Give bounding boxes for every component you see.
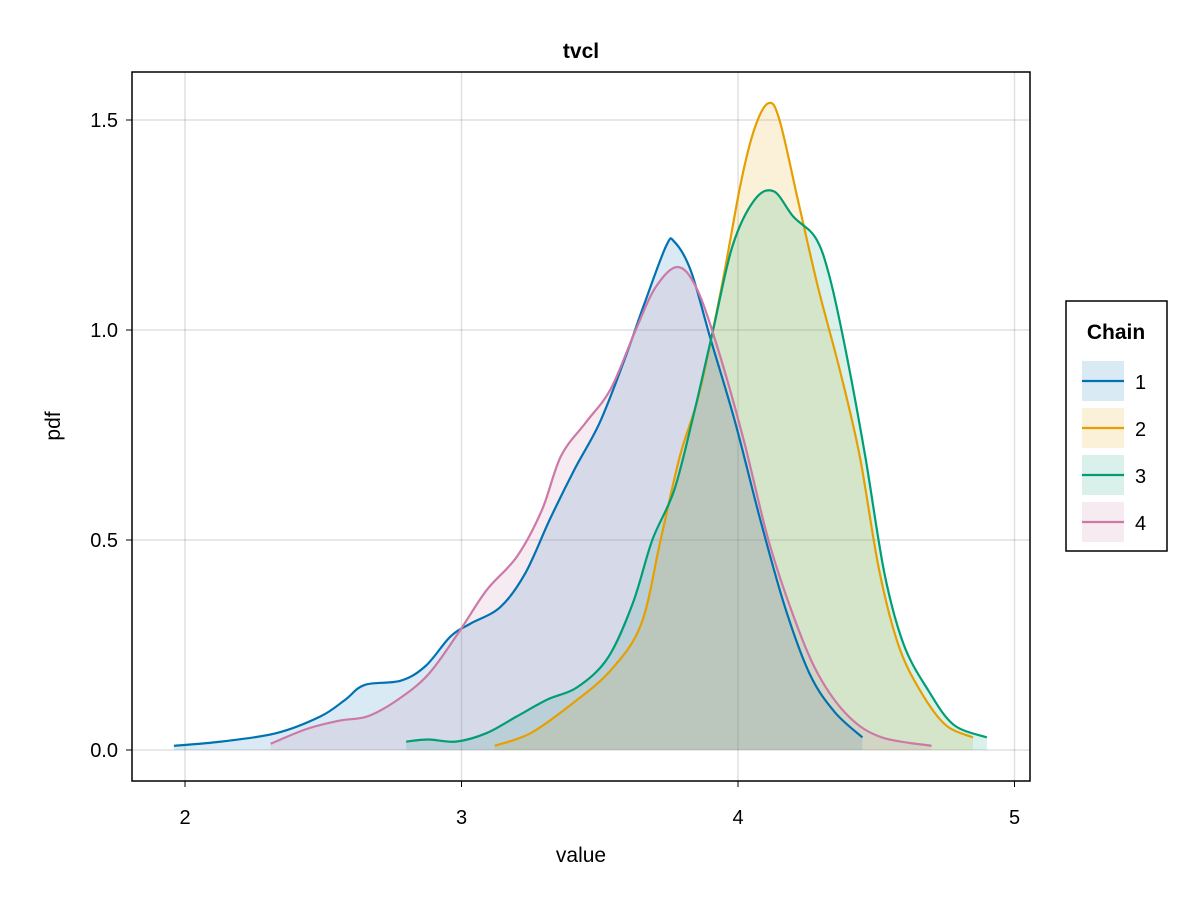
- x-axis-label: value: [556, 844, 606, 867]
- chart-title: tvcl: [563, 40, 599, 63]
- legend-label: 3: [1135, 466, 1146, 488]
- density-fill-chain-4: [270, 267, 932, 750]
- x-tick-label: 3: [456, 807, 467, 829]
- y-tick-label: 0.5: [90, 530, 118, 552]
- legend-label: 4: [1135, 513, 1146, 535]
- plot-frame: [131, 71, 1031, 782]
- y-tick-label: 0.0: [90, 740, 118, 762]
- legend: Chain 1 2 3 4: [1065, 300, 1168, 552]
- density-fill-chain-1: [173, 238, 863, 750]
- density-line-chain-3: [406, 189, 988, 743]
- density-line-chain-2: [494, 101, 974, 747]
- density-fills: [173, 102, 987, 750]
- legend-label: 1: [1135, 372, 1146, 394]
- legend-title: Chain: [1087, 321, 1145, 344]
- density-lines: [173, 101, 988, 747]
- legend-label: 2: [1135, 419, 1146, 441]
- density-fill-chain-2: [494, 102, 973, 750]
- x-tick-label: 4: [732, 807, 743, 829]
- y-tick-label: 1.0: [90, 320, 118, 342]
- legend-box: [1065, 300, 1168, 552]
- y-tick-label: 1.5: [90, 110, 118, 132]
- x-tick-label: 2: [179, 807, 190, 829]
- density-fill-chain-3: [406, 190, 987, 750]
- y-axis-label: pdf: [42, 411, 65, 440]
- y-ticks: 0.0 0.5 1.0 1.5: [90, 110, 132, 762]
- x-ticks: 2 3 4 5: [179, 781, 1020, 829]
- density-line-chain-4: [270, 265, 932, 747]
- grid: [132, 72, 1030, 781]
- x-tick-label: 5: [1009, 807, 1020, 829]
- density-line-chain-1: [173, 237, 864, 747]
